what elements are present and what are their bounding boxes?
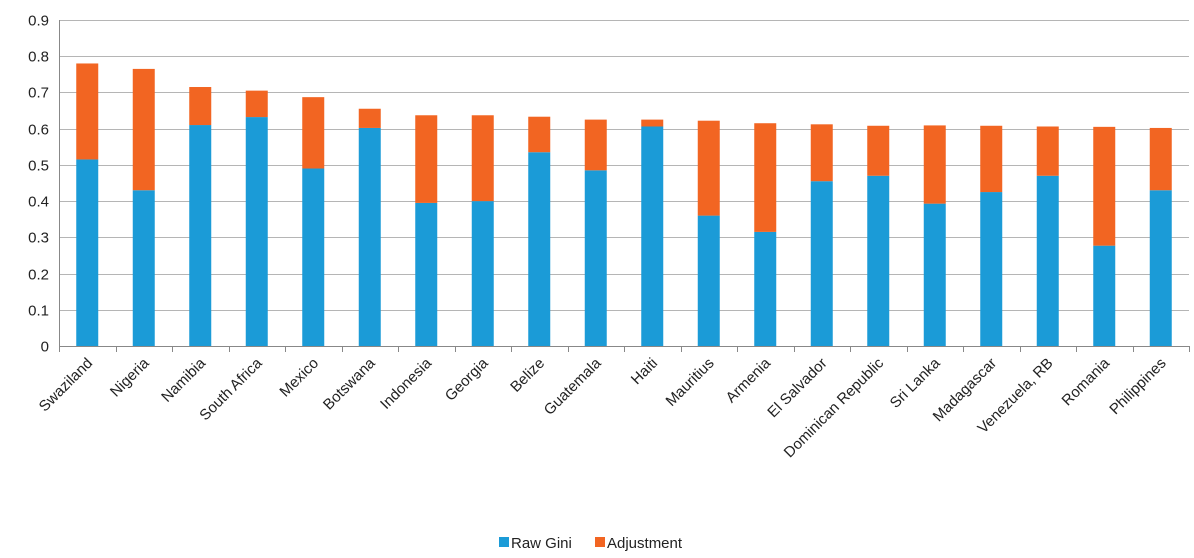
bar-adjustment <box>867 125 890 176</box>
legend-label-adjustment: Adjustment <box>607 535 683 552</box>
bar-adjustment <box>189 87 212 126</box>
bar-adjustment <box>302 97 325 169</box>
bar-raw-gini <box>584 170 607 346</box>
bar-adjustment <box>1149 127 1172 191</box>
bar-raw-gini <box>1149 190 1172 346</box>
bar-adjustment <box>245 90 268 118</box>
bar-raw-gini <box>1036 175 1059 346</box>
y-tick-label: 0.3 <box>28 230 49 247</box>
y-tick-label: 0.4 <box>28 194 49 211</box>
axes <box>59 20 1190 352</box>
bar-raw-gini <box>415 202 438 346</box>
bar-adjustment <box>641 119 664 127</box>
y-tick-label: 0.8 <box>28 49 49 66</box>
bar-raw-gini <box>980 192 1003 346</box>
x-category-label: Romania <box>1059 354 1114 409</box>
bar-adjustment <box>697 120 720 216</box>
bar-raw-gini <box>754 231 777 346</box>
bars <box>76 63 1172 347</box>
bar-adjustment <box>923 125 946 204</box>
bar-raw-gini <box>302 168 325 346</box>
bar-raw-gini <box>189 125 212 347</box>
x-category-label: Guatemala <box>541 354 605 418</box>
x-category-label: Sri Lanka <box>887 354 944 411</box>
y-tick-labels: 0 0.1 0.2 0.3 0.4 0.5 0.6 0.7 0.8 0.9 <box>28 13 49 356</box>
y-tick-label: 0.9 <box>28 13 49 30</box>
bar-adjustment <box>528 116 551 153</box>
x-category-label: Haiti <box>628 355 661 388</box>
x-category-label: Indonesia <box>377 354 435 412</box>
x-category-label: Mauritius <box>663 355 718 410</box>
bar-raw-gini <box>810 181 833 346</box>
x-category-label: Dominican Republic <box>781 354 888 461</box>
bar-adjustment <box>980 125 1003 193</box>
legend-swatch-adjustment <box>595 537 605 547</box>
bar-adjustment <box>584 119 607 171</box>
x-category-label: Mexico <box>276 355 322 401</box>
y-tick-label: 0.6 <box>28 122 49 139</box>
bar-adjustment <box>76 63 99 160</box>
y-tick-label: 0.7 <box>28 85 49 102</box>
bar-raw-gini <box>358 127 381 346</box>
bar-raw-gini <box>923 203 946 346</box>
x-category-label: Philippines <box>1106 355 1169 418</box>
bar-raw-gini <box>76 159 99 346</box>
y-tick-label: 0 <box>41 339 49 356</box>
y-tick-label: 0.5 <box>28 158 49 175</box>
bar-raw-gini <box>867 175 890 346</box>
bar-adjustment <box>358 108 381 128</box>
x-category-label: Namibia <box>158 354 209 405</box>
x-category-label: Swaziland <box>36 355 96 415</box>
legend-swatch-raw-gini <box>499 537 509 547</box>
bar-adjustment <box>1093 126 1116 246</box>
bar-raw-gini <box>245 117 268 346</box>
bar-raw-gini <box>471 201 494 346</box>
y-tick-label: 0.1 <box>28 303 49 320</box>
y-tick-label: 0.2 <box>28 267 49 284</box>
legend: Raw Gini Adjustment <box>499 535 683 552</box>
x-category-label: Nigeria <box>107 354 153 400</box>
bar-raw-gini <box>528 152 551 346</box>
bar-adjustment <box>810 124 833 182</box>
bar-raw-gini <box>132 190 155 346</box>
bar-adjustment <box>471 115 494 202</box>
x-category-label: Armenia <box>723 354 775 406</box>
bar-raw-gini <box>697 215 720 346</box>
bar-adjustment <box>1036 126 1059 176</box>
bar-raw-gini <box>1093 245 1116 346</box>
bar-adjustment <box>754 123 777 232</box>
legend-label-raw-gini: Raw Gini <box>511 535 572 552</box>
gridlines <box>59 20 1189 311</box>
bar-adjustment <box>415 115 438 203</box>
x-category-label: Belize <box>507 355 548 396</box>
bar-raw-gini <box>641 126 664 346</box>
bar-adjustment <box>132 68 155 191</box>
x-category-label: Botswana <box>320 354 379 413</box>
x-category-label: Georgia <box>442 354 492 404</box>
